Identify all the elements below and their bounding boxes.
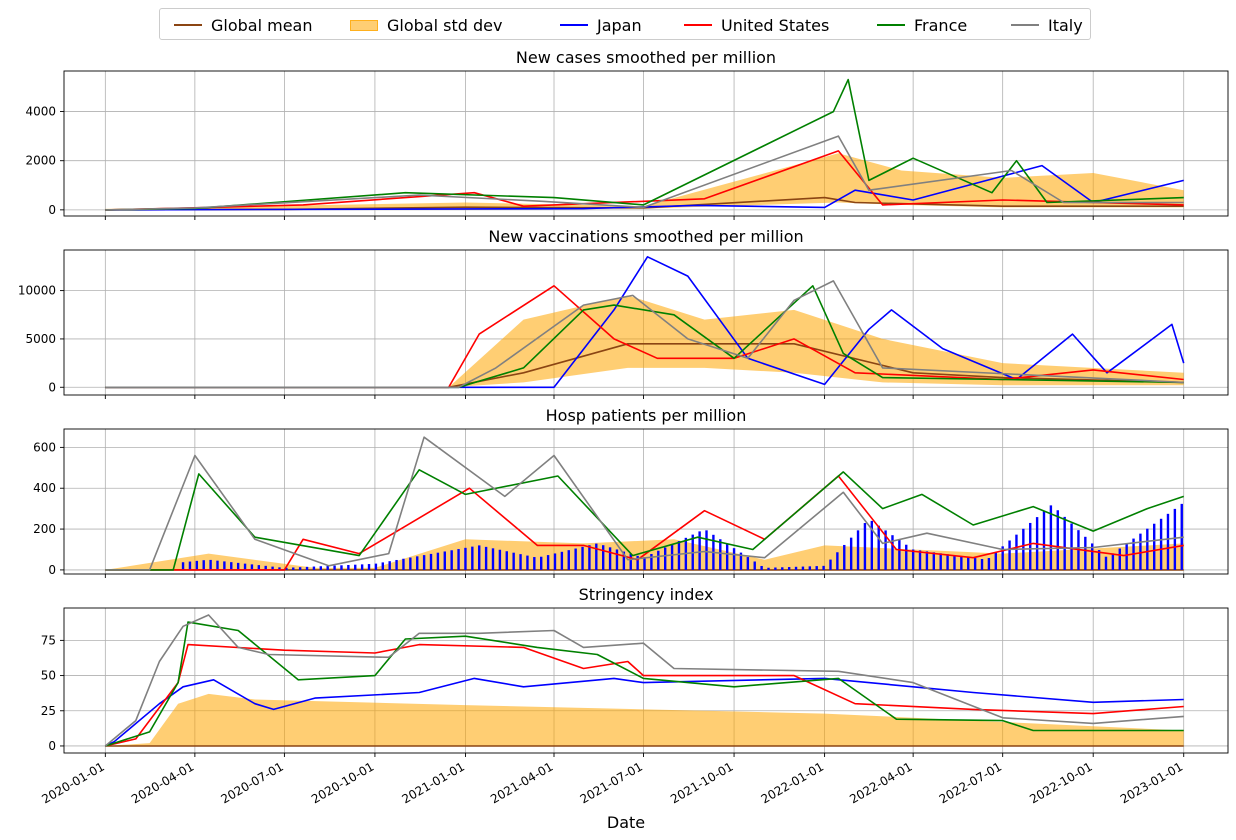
legend-item-japan: Japan (560, 9, 642, 41)
global-std-band (105, 295, 1184, 388)
series-line-united-states (105, 475, 1184, 571)
x-tick-label: 2021-07-01 (578, 759, 645, 806)
y-tick-label: 25 (41, 704, 56, 718)
y-tick-label: 5000 (25, 332, 56, 346)
legend-label-united-states: United States (721, 15, 830, 35)
x-tick-label: 2020-04-01 (129, 759, 196, 806)
series-line-italy (105, 436, 1184, 571)
panel-frame (63, 249, 1229, 396)
panel-plot-area (105, 78, 1184, 211)
panel-title: New cases smoothed per million (516, 48, 776, 67)
x-tick-label: 2021-10-01 (668, 759, 735, 806)
x-tick-label: 2023-01-01 (1118, 759, 1185, 806)
panel-frame (63, 607, 1229, 754)
x-tick-label: 2020-10-01 (309, 759, 376, 806)
legend-item-france: France (877, 9, 967, 41)
legend-swatch-united-states (684, 24, 712, 26)
y-tick-label: 200 (33, 522, 56, 536)
panel-title: New vaccinations smoothed per million (488, 227, 803, 246)
panel-3: 0 25 50 75 Stringency index (41, 585, 1229, 757)
legend-item-united-states: United States (684, 9, 829, 41)
panel-1: 0 5000 10000 New vaccinations smoothed per … (18, 227, 1229, 399)
y-tick-label: 75 (41, 633, 56, 647)
series-line-italy (105, 135, 1184, 211)
panel-title: Stringency index (579, 585, 714, 604)
panel-plot-area (104, 614, 1184, 747)
legend-swatch-france (877, 24, 905, 26)
series-line-united-states (105, 643, 1184, 747)
series-line-italy (105, 280, 1184, 389)
legend-label-italy: Italy (1048, 15, 1083, 35)
x-tick-label: 2022-01-01 (759, 759, 826, 806)
x-tick-label: 2020-01-01 (39, 759, 106, 806)
x-tick-label: 2021-01-01 (400, 759, 467, 806)
y-tick-label: 50 (41, 669, 56, 683)
panel-plot-area (105, 436, 1184, 571)
legend-label-japan: Japan (597, 15, 642, 35)
y-tick-label: 0 (48, 739, 56, 753)
y-tick-label: 0 (48, 203, 56, 217)
legend-item-global-mean: Global mean (174, 9, 313, 41)
chart-legend: Global mean Global std dev Japan United … (159, 8, 1091, 40)
y-tick-label: 400 (33, 481, 56, 495)
x-tick-label: 2022-04-01 (847, 759, 914, 806)
series-line-japan (105, 255, 1185, 389)
x-tick-label: 2022-07-01 (937, 759, 1004, 806)
x-tick-label: 2021-04-01 (488, 759, 555, 806)
panel-frame (63, 70, 1229, 217)
panel-plot-area (105, 255, 1185, 389)
series-line-japan (104, 677, 1184, 747)
y-tick-label: 0 (48, 563, 56, 577)
y-tick-label: 600 (33, 440, 56, 454)
panel-frame (63, 428, 1229, 575)
legend-item-global-std: Global std dev (350, 9, 502, 41)
panel-0: 0 2000 4000 New cases smoothed per million (25, 48, 1229, 220)
y-tick-label: 4000 (25, 105, 56, 119)
x-axis-label: Date (607, 813, 645, 832)
legend-label-france: France (914, 15, 968, 35)
legend-label-global-mean: Global mean (211, 15, 313, 35)
legend-swatch-japan (560, 24, 588, 26)
legend-item-italy: Italy (1011, 9, 1083, 41)
x-tick-label: 2022-10-01 (1027, 759, 1094, 806)
panel-2: 0 200 400 600 Hosp patients per million (33, 406, 1229, 578)
y-tick-label: 0 (48, 380, 56, 394)
legend-label-global-std: Global std dev (387, 15, 503, 35)
legend-swatch-global-std (350, 19, 378, 31)
series-line-france (105, 284, 1184, 389)
series-line-united-states (105, 284, 1184, 389)
x-tick-label: 2020-07-01 (218, 759, 285, 806)
global-std-band (105, 153, 1184, 210)
series-line-france (105, 621, 1184, 747)
y-tick-label: 10000 (18, 284, 56, 298)
panel-title: Hosp patients per million (546, 406, 747, 425)
legend-swatch-italy (1011, 24, 1039, 26)
series-line-france (105, 468, 1184, 571)
y-tick-label: 2000 (25, 154, 56, 168)
series-line-japan (105, 164, 1184, 211)
series-line-italy (104, 614, 1184, 747)
global-std-band (105, 693, 1184, 746)
series-line-france (105, 78, 1184, 211)
legend-swatch-global-mean (174, 24, 202, 26)
